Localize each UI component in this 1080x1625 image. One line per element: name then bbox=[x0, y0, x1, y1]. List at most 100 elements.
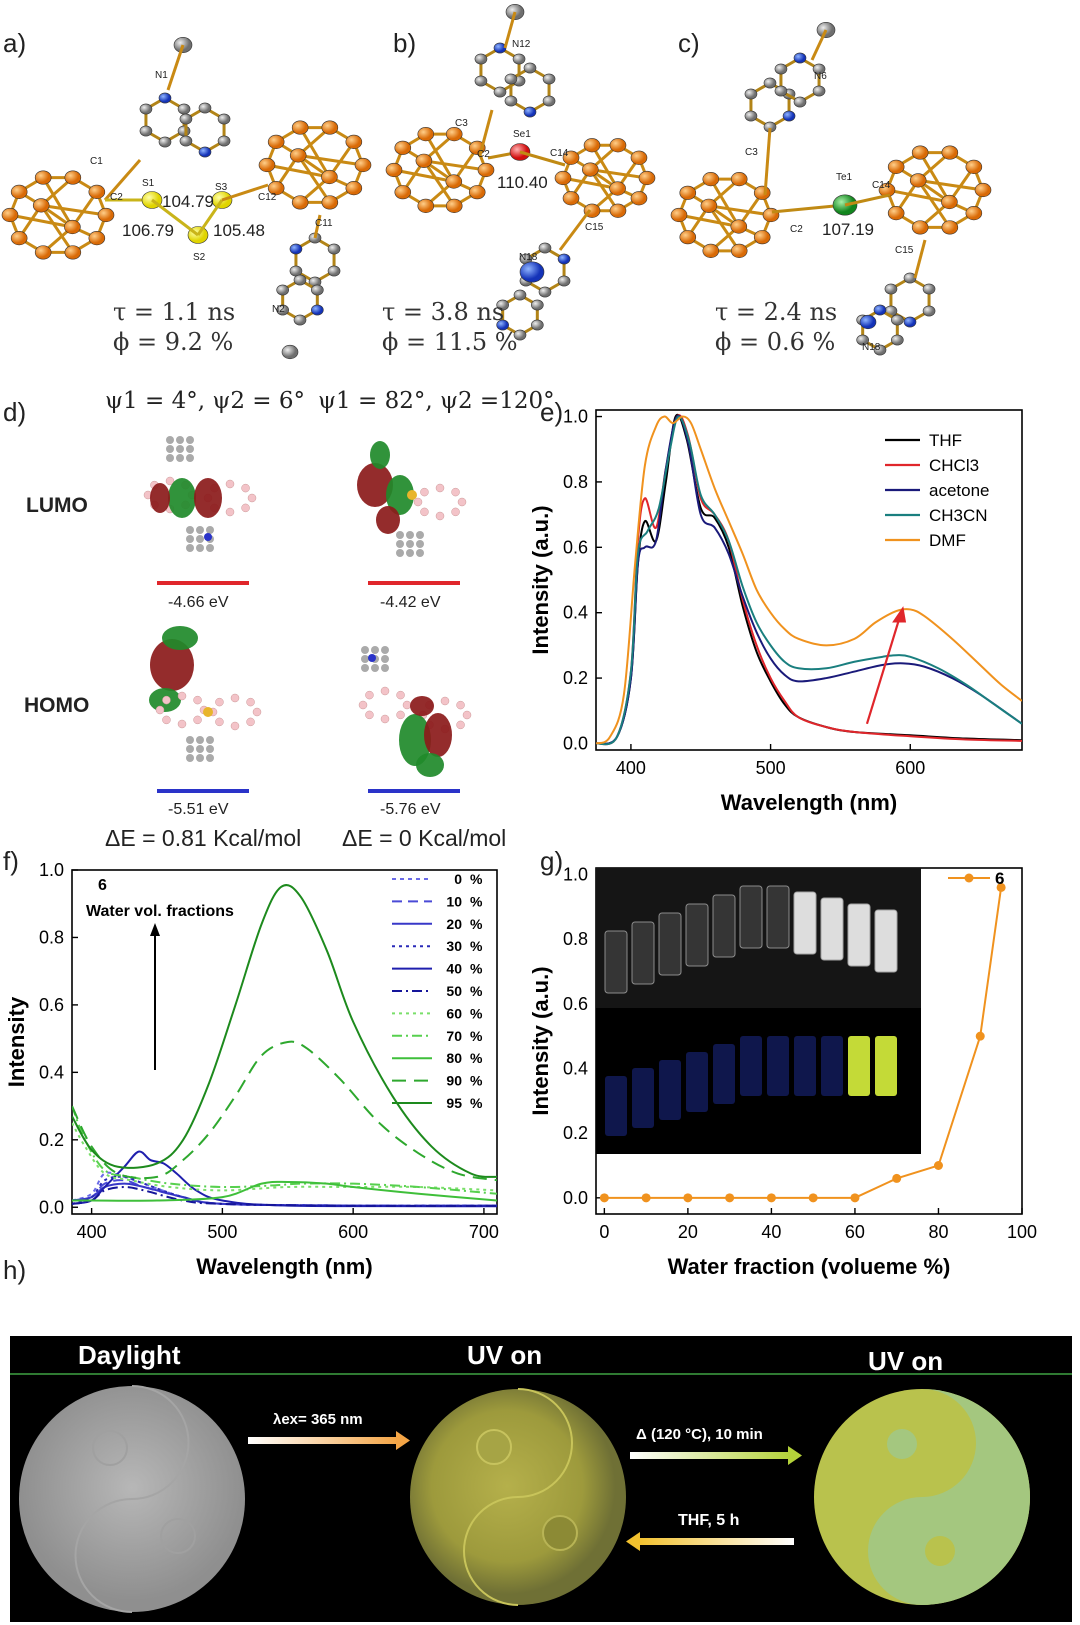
lumo-left-pyridyl bbox=[186, 535, 194, 543]
legend-unit-60: % bbox=[470, 1005, 483, 1021]
homo-right-cage bbox=[396, 710, 405, 720]
lumo-right-cage bbox=[413, 497, 423, 507]
legend-label-10: 10 bbox=[446, 893, 462, 909]
vial-daylight bbox=[766, 885, 790, 949]
cage-b1-boron-atom bbox=[417, 127, 435, 142]
cage-b1-boron-atom bbox=[445, 174, 463, 189]
atom-label-b-n12: N12 bbox=[512, 39, 531, 50]
homo-left-pyridyl bbox=[196, 745, 204, 753]
thf-label: THF, 5 h bbox=[678, 1512, 740, 1529]
y-tick-label: 0.6 bbox=[563, 537, 588, 557]
carbon-atom bbox=[774, 85, 788, 97]
x-axis-label: Water fraction (volueme %) bbox=[668, 1254, 951, 1279]
data-point-30 bbox=[725, 1193, 735, 1203]
carbon-atom bbox=[538, 286, 552, 298]
lumo-left-lobe bbox=[150, 483, 170, 513]
lumo-left-cage bbox=[165, 476, 175, 486]
carbon-atom bbox=[496, 299, 509, 311]
cage-c1-boron-atom bbox=[730, 172, 748, 187]
legend-label-dmf: DMF bbox=[929, 531, 966, 550]
homo-left-pyridyl bbox=[196, 754, 204, 762]
carbon-atom bbox=[884, 283, 898, 295]
lumo-energy-left: -4.66 eV bbox=[168, 594, 229, 611]
bond bbox=[916, 179, 952, 229]
chart-e-solvent-emission: 400 500 600 0.0 0.2 0.4 0.6 0.8 1.0 Wavelength (n… bbox=[528, 407, 1023, 815]
legend-label-95: 95 bbox=[446, 1095, 462, 1111]
homo-left-lobe bbox=[162, 626, 198, 650]
homo-right-pyridyl bbox=[371, 646, 379, 654]
lifetime-a: τ = 1.1 ns bbox=[113, 298, 236, 326]
bond bbox=[103, 159, 142, 201]
excitation-label: λex= 365 nm bbox=[273, 1411, 363, 1428]
carbon-atom bbox=[922, 305, 936, 317]
cage-a2-boron-atom bbox=[289, 148, 307, 163]
vial-daylight bbox=[712, 894, 736, 958]
orbital-title-left: ψ1 = 4°, ψ2 = 6° bbox=[105, 388, 306, 414]
series-line-90-percent bbox=[72, 1040, 497, 1182]
nitrogen-atom bbox=[782, 110, 796, 122]
arrow-thf bbox=[626, 1532, 794, 1551]
lumo-right-cage bbox=[435, 483, 445, 493]
bond bbox=[266, 163, 330, 179]
homo-left-pyridyl bbox=[196, 736, 204, 744]
x-tick-label: 400 bbox=[616, 758, 646, 778]
homo-right-cage bbox=[456, 720, 465, 730]
water-fraction-annotation: Water vol. fractions bbox=[86, 903, 234, 920]
vial-daylight bbox=[658, 912, 682, 976]
y-axis-label: Intensity bbox=[4, 996, 29, 1087]
carbon-atom bbox=[531, 299, 544, 311]
homo-left-lobe bbox=[150, 639, 194, 691]
cage-c1-boron-atom bbox=[679, 185, 697, 200]
cage-a2-boron-atom bbox=[321, 120, 339, 135]
carbon-atom bbox=[327, 265, 341, 277]
nitrogen-atom bbox=[903, 316, 917, 328]
carbon-atom bbox=[293, 274, 307, 286]
lumo-left-pyridyl bbox=[166, 454, 174, 462]
homo-right-lobe bbox=[424, 713, 452, 757]
cage-b2-boron-atom bbox=[583, 138, 601, 153]
cage-b1-boron-atom bbox=[394, 185, 412, 200]
vial-uv bbox=[605, 1076, 627, 1136]
angle-label-a-2: 106.79 bbox=[122, 221, 174, 240]
lumo-right-pyridyl bbox=[416, 540, 424, 548]
homo-right-pyridyl bbox=[381, 664, 389, 672]
bond bbox=[503, 11, 517, 49]
homo-right-cage bbox=[456, 700, 465, 710]
lumo-left-pyridyl bbox=[186, 436, 194, 444]
bond bbox=[519, 150, 566, 167]
atom-label-a-n2: N2 bbox=[272, 304, 285, 315]
methyl-carbon bbox=[281, 344, 299, 360]
homo-left-cage bbox=[230, 721, 240, 731]
cage-b2-boron-atom bbox=[609, 181, 626, 196]
carbon-atom bbox=[139, 103, 153, 115]
bond bbox=[422, 159, 456, 207]
carbon-atom bbox=[504, 95, 518, 107]
vial-daylight bbox=[793, 891, 817, 955]
atom-label-c-n6: N6 bbox=[814, 71, 827, 82]
legend-unit-90: % bbox=[470, 1073, 483, 1089]
y-axis-label: Intensity (a.u.) bbox=[528, 505, 553, 654]
data-point-70 bbox=[892, 1173, 902, 1183]
compound-number: 6 bbox=[98, 877, 107, 894]
heating-label: Δ (120 °C), 10 min bbox=[636, 1426, 763, 1443]
chart-f-water-fraction-emission: 400 500 600 7000.00.20.40.60.81.0Wavelength… bbox=[4, 860, 499, 1279]
lumo-right-pyridyl bbox=[406, 540, 414, 548]
nitrogen-atom bbox=[368, 654, 376, 662]
homo-left-pyridyl bbox=[186, 754, 194, 762]
lumo-level-bar-left bbox=[157, 581, 249, 585]
homo-right-lobe bbox=[410, 696, 434, 716]
cage-a2-boron-atom bbox=[321, 195, 339, 210]
lumo-right-cage bbox=[420, 507, 429, 517]
uv-on-label-2: UV on bbox=[868, 1346, 944, 1376]
homo-right-pyridyl bbox=[361, 655, 369, 663]
bond bbox=[844, 193, 891, 207]
homo-right-cage bbox=[440, 696, 450, 706]
orbital-title-right: ψ1 = 82°, ψ2 =120° bbox=[318, 388, 555, 414]
data-point-95 bbox=[996, 882, 1006, 892]
plot-area bbox=[596, 413, 1022, 746]
carbon-atom bbox=[512, 53, 526, 65]
x-tick-label: 700 bbox=[469, 1222, 499, 1242]
atom-label-b-se1: Se1 bbox=[513, 129, 531, 140]
bond bbox=[917, 178, 984, 192]
panel-label-h: h) bbox=[3, 1255, 27, 1285]
